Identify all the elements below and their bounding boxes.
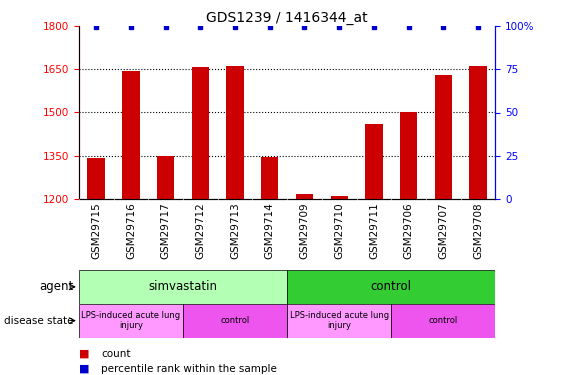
Bar <box>87 159 105 199</box>
Text: disease state: disease state <box>4 316 73 326</box>
Bar <box>330 196 348 199</box>
Bar <box>435 75 452 199</box>
Bar <box>261 157 279 199</box>
Text: agent: agent <box>39 280 73 293</box>
Text: LPS-induced acute lung
injury: LPS-induced acute lung injury <box>289 311 389 330</box>
Text: simvastatin: simvastatin <box>149 280 217 293</box>
Text: GSM29716: GSM29716 <box>126 202 136 259</box>
Text: GSM29712: GSM29712 <box>195 202 205 259</box>
Bar <box>391 304 495 338</box>
Title: GDS1239 / 1416344_at: GDS1239 / 1416344_at <box>206 11 368 25</box>
Bar <box>400 112 417 199</box>
Text: GSM29717: GSM29717 <box>160 202 171 259</box>
Text: GSM29713: GSM29713 <box>230 202 240 259</box>
Bar <box>183 304 287 338</box>
Text: control: control <box>429 316 458 325</box>
Text: ■: ■ <box>79 349 90 359</box>
Text: count: count <box>101 349 131 359</box>
Text: GSM29708: GSM29708 <box>473 202 483 259</box>
Text: GSM29706: GSM29706 <box>404 202 414 259</box>
Text: control: control <box>221 316 249 325</box>
Bar <box>157 156 175 199</box>
Bar <box>296 194 313 199</box>
Text: GSM29707: GSM29707 <box>439 202 448 259</box>
Text: GSM29714: GSM29714 <box>265 202 275 259</box>
Text: control: control <box>371 280 412 293</box>
Text: GSM29715: GSM29715 <box>91 202 101 259</box>
Bar <box>287 270 495 304</box>
Text: percentile rank within the sample: percentile rank within the sample <box>101 364 277 374</box>
Bar <box>79 270 287 304</box>
Bar <box>470 66 487 199</box>
Text: LPS-induced acute lung
injury: LPS-induced acute lung injury <box>81 311 181 330</box>
Text: GSM29710: GSM29710 <box>334 202 344 259</box>
Bar <box>122 71 140 199</box>
Bar <box>365 124 383 199</box>
Text: GSM29709: GSM29709 <box>300 202 310 259</box>
Text: ■: ■ <box>79 364 90 374</box>
Bar <box>287 304 391 338</box>
Bar <box>226 66 244 199</box>
Text: GSM29711: GSM29711 <box>369 202 379 259</box>
Bar <box>79 304 183 338</box>
Bar <box>191 67 209 199</box>
